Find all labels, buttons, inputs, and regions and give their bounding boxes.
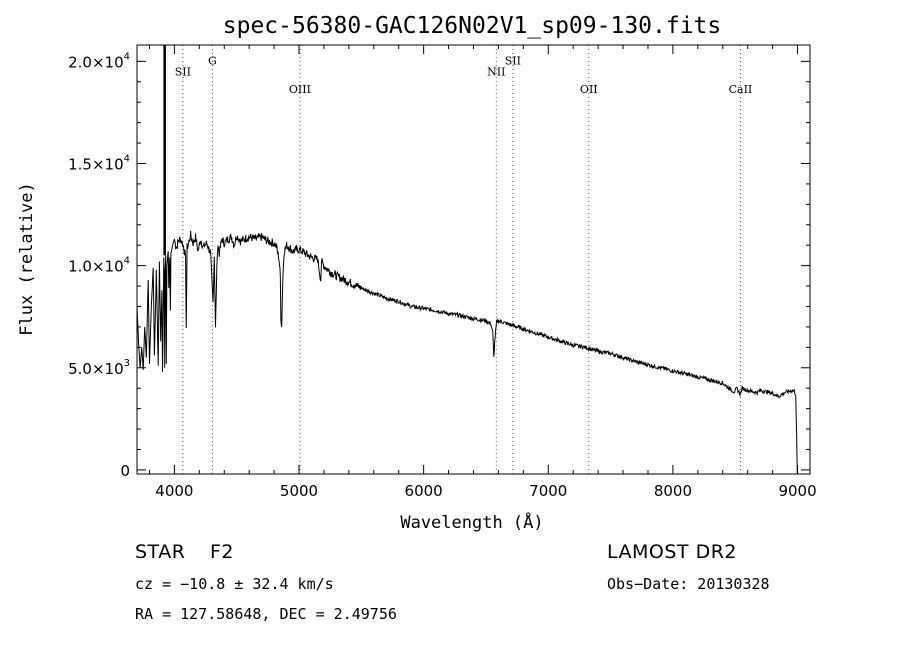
- marker-label: OII: [580, 83, 598, 96]
- marker-label: G: [208, 54, 217, 67]
- x-tick-label: 6000: [405, 482, 443, 500]
- x-tick-label: 7000: [529, 482, 567, 500]
- object-class: STAR: [135, 541, 186, 563]
- x-axis-label: Wavelength (Å): [400, 511, 543, 533]
- marker-label: NII: [487, 66, 505, 79]
- y-tick-label: 1.5×104: [68, 153, 130, 173]
- marker-label: SII: [175, 66, 191, 79]
- coordinates: RA = 127.58648, DEC = 2.49756: [135, 605, 397, 623]
- marker-label: SII: [505, 54, 521, 67]
- plot-frame: [136, 44, 811, 475]
- spectrum-line: [136, 230, 798, 475]
- marker-label: OIII: [289, 83, 311, 96]
- x-tick-label: 5000: [280, 482, 318, 500]
- y-tick-label: 1.0×104: [68, 256, 130, 276]
- survey-name: LAMOST DR2: [607, 541, 737, 563]
- object-subclass: F2: [210, 541, 235, 563]
- axis-ticks: 4000 5000 6000 7000 8000 9000 0 5.0×103 1.0×104 1…: [68, 45, 817, 500]
- y-axis-label: Flux (relative): [17, 182, 37, 336]
- x-tick-label: 9000: [778, 482, 816, 500]
- x-tick-label: 4000: [155, 482, 193, 500]
- x-tick-label: 8000: [654, 482, 692, 500]
- chart-title: spec-56380-GAC126N02V1_sp09-130.fits: [223, 13, 722, 39]
- y-tick-label: 0: [120, 462, 130, 480]
- y-tick-label: 2.0×104: [68, 51, 130, 71]
- obs-date: Obs−Date: 20130328: [607, 575, 770, 593]
- spectrum-series: [136, 45, 798, 475]
- y-tick-label: 5.0×103: [68, 358, 130, 378]
- redshift-readout: cz = −10.8 ± 32.4 km/s: [135, 575, 334, 593]
- marker-label: CaII: [729, 83, 753, 96]
